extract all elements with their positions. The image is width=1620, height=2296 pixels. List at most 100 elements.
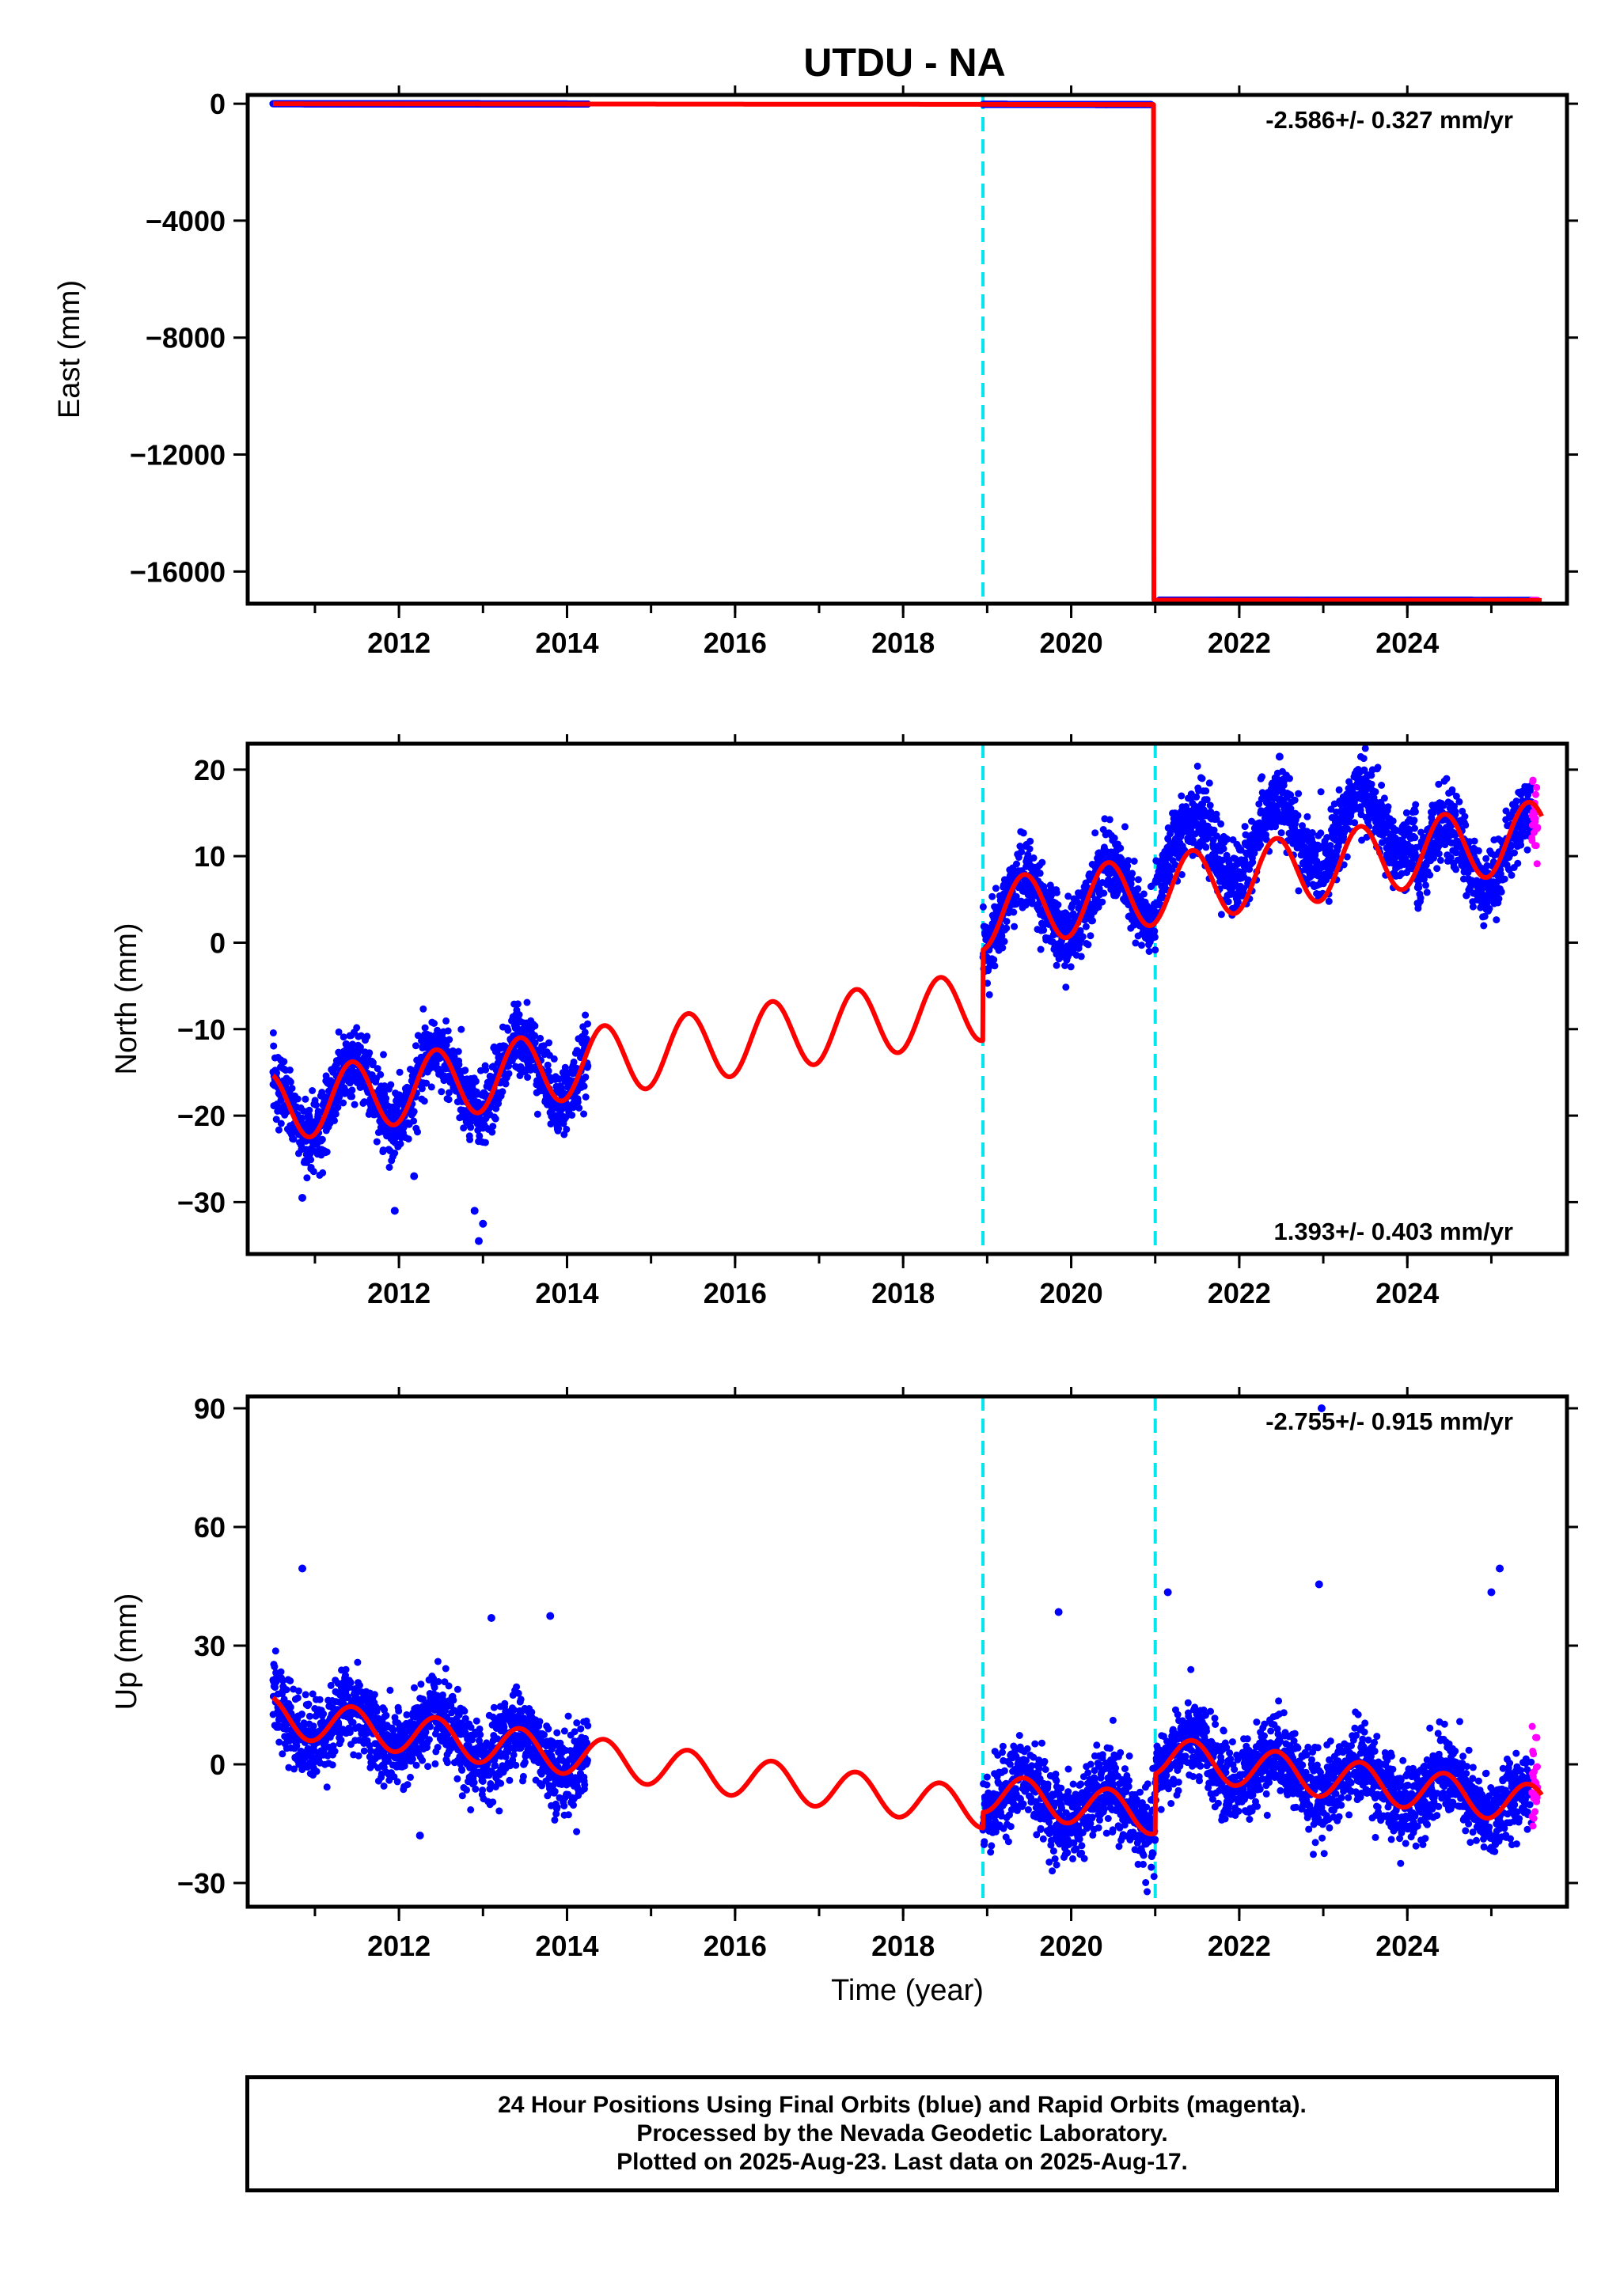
final-orbit-point [524, 1074, 532, 1082]
plot-frame [245, 93, 1569, 606]
final-orbit-point [286, 1078, 294, 1086]
final-orbit-point [307, 1156, 315, 1164]
final-orbit-point [391, 1150, 399, 1157]
final-orbit-point [427, 1083, 435, 1091]
final-orbit-point [348, 1086, 356, 1094]
final-orbit-point [332, 1110, 340, 1118]
final-orbit-point [373, 1138, 381, 1146]
y-tick-label: −4000 [146, 205, 226, 237]
final-orbit-point [461, 1067, 469, 1074]
final-orbit-point [277, 1120, 285, 1127]
final-orbit-point [380, 1051, 387, 1059]
x-tick-label: 2016 [704, 627, 767, 659]
final-orbit-point [275, 1126, 283, 1134]
final-orbit-point [499, 1088, 506, 1096]
final-orbit-point [318, 1135, 326, 1143]
final-orbit-point [472, 1078, 480, 1085]
final-orbit-point [348, 1093, 356, 1101]
final-orbit-point [309, 1168, 317, 1176]
final-orbit-point [504, 1026, 512, 1034]
final-orbit-point [505, 1070, 513, 1078]
data-points [269, 100, 1542, 604]
final-orbit-point [385, 1163, 393, 1171]
final-orbit-point [438, 1088, 446, 1096]
final-orbit-point [454, 1048, 462, 1055]
final-orbit-point [455, 1061, 463, 1069]
final-orbit-point [489, 1123, 497, 1131]
x-tick-label: 2018 [871, 627, 935, 659]
final-orbit-point [442, 1017, 450, 1025]
final-orbit-point [414, 1128, 421, 1136]
y-tick-label: 0 [210, 88, 226, 120]
final-orbit-point [481, 1139, 489, 1146]
plot-area [269, 744, 1544, 1254]
final-orbit-point [331, 1116, 338, 1124]
final-orbit-point [466, 1135, 474, 1143]
x-tick-label: 2014 [535, 627, 598, 659]
data-points [269, 744, 1542, 1245]
time-series-plots: UTDU - NA 2012 2014 2016 2018 2020 2022 2024 0 −4… [53, 40, 1578, 2007]
final-orbit-point [377, 1070, 385, 1078]
rate-annotation: -2.586+/- 0.327 mm/yr [1265, 106, 1513, 134]
final-orbit-point [412, 1042, 419, 1050]
panel-2: 2012 2014 2016 2018 2020 2022 202420100−10−20−… [110, 734, 1578, 1309]
final-orbit-point [288, 1085, 296, 1093]
final-orbit-point [280, 1058, 288, 1066]
y-tick-label: −8000 [146, 322, 226, 354]
chart-title: UTDU - NA [803, 40, 1006, 85]
final-orbit-point [340, 1099, 347, 1107]
final-orbit-point [323, 1148, 331, 1156]
final-orbit-point [502, 1080, 510, 1088]
plot-area [269, 95, 1544, 604]
final-orbit-point [286, 1067, 294, 1074]
final-orbit-point [303, 1174, 311, 1182]
final-orbit-point [404, 1135, 412, 1143]
final-orbit-point [312, 1101, 320, 1109]
final-orbit-point [467, 1123, 475, 1131]
final-orbit-point [270, 1042, 278, 1050]
final-orbit-point [340, 1033, 347, 1041]
final-orbit-point [514, 1000, 522, 1008]
final-orbit-point [410, 1117, 418, 1125]
final-orbit-point [269, 1029, 277, 1036]
final-orbit-point [491, 1115, 499, 1123]
final-orbit-point [421, 1024, 429, 1032]
final-orbit-point [419, 1005, 427, 1013]
final-orbit-point [369, 1059, 377, 1067]
final-orbit-point [537, 1034, 544, 1042]
final-orbit-point [309, 1087, 317, 1094]
final-orbit-point [374, 1065, 381, 1073]
final-orbit-point [420, 1097, 428, 1105]
final-orbit-point [353, 1024, 361, 1032]
final-orbit-point [396, 1068, 404, 1076]
final-orbit-point [457, 1025, 465, 1033]
y-tick-label: −12000 [130, 439, 226, 472]
final-orbit-point [482, 1066, 490, 1074]
final-orbit-point [366, 1049, 374, 1057]
final-orbit-point [523, 998, 531, 1006]
final-orbit-point [305, 1106, 313, 1114]
y-tick-label: −16000 [130, 555, 226, 588]
final-orbit-point [387, 1081, 395, 1089]
final-orbit-point [446, 1036, 453, 1044]
final-orbit-point [302, 1095, 309, 1103]
x-tick-label: 2012 [367, 627, 431, 659]
x-tick-label: 2022 [1208, 627, 1271, 659]
final-orbit-point [515, 1011, 523, 1018]
final-orbit-point [444, 1027, 452, 1035]
panel-1: 2012 2014 2016 2018 2020 2022 2024 0 −4000 −8000 −… [53, 85, 1578, 659]
final-orbit-point [445, 1096, 453, 1104]
final-orbit-point [531, 1022, 539, 1030]
final-orbit-point [396, 1140, 404, 1148]
x-tick-label: 2020 [1040, 627, 1103, 659]
x-tick-label: 2024 [1375, 627, 1439, 659]
final-orbit-point [410, 1108, 418, 1116]
final-orbit-point [363, 1032, 371, 1040]
final-orbit-point [294, 1095, 302, 1103]
final-orbit-point [431, 1020, 438, 1027]
final-orbit-point [533, 1110, 541, 1118]
final-orbit-point [319, 1169, 327, 1176]
model-fit-line [271, 101, 1544, 603]
y-axis-label: East (mm) [53, 280, 86, 419]
